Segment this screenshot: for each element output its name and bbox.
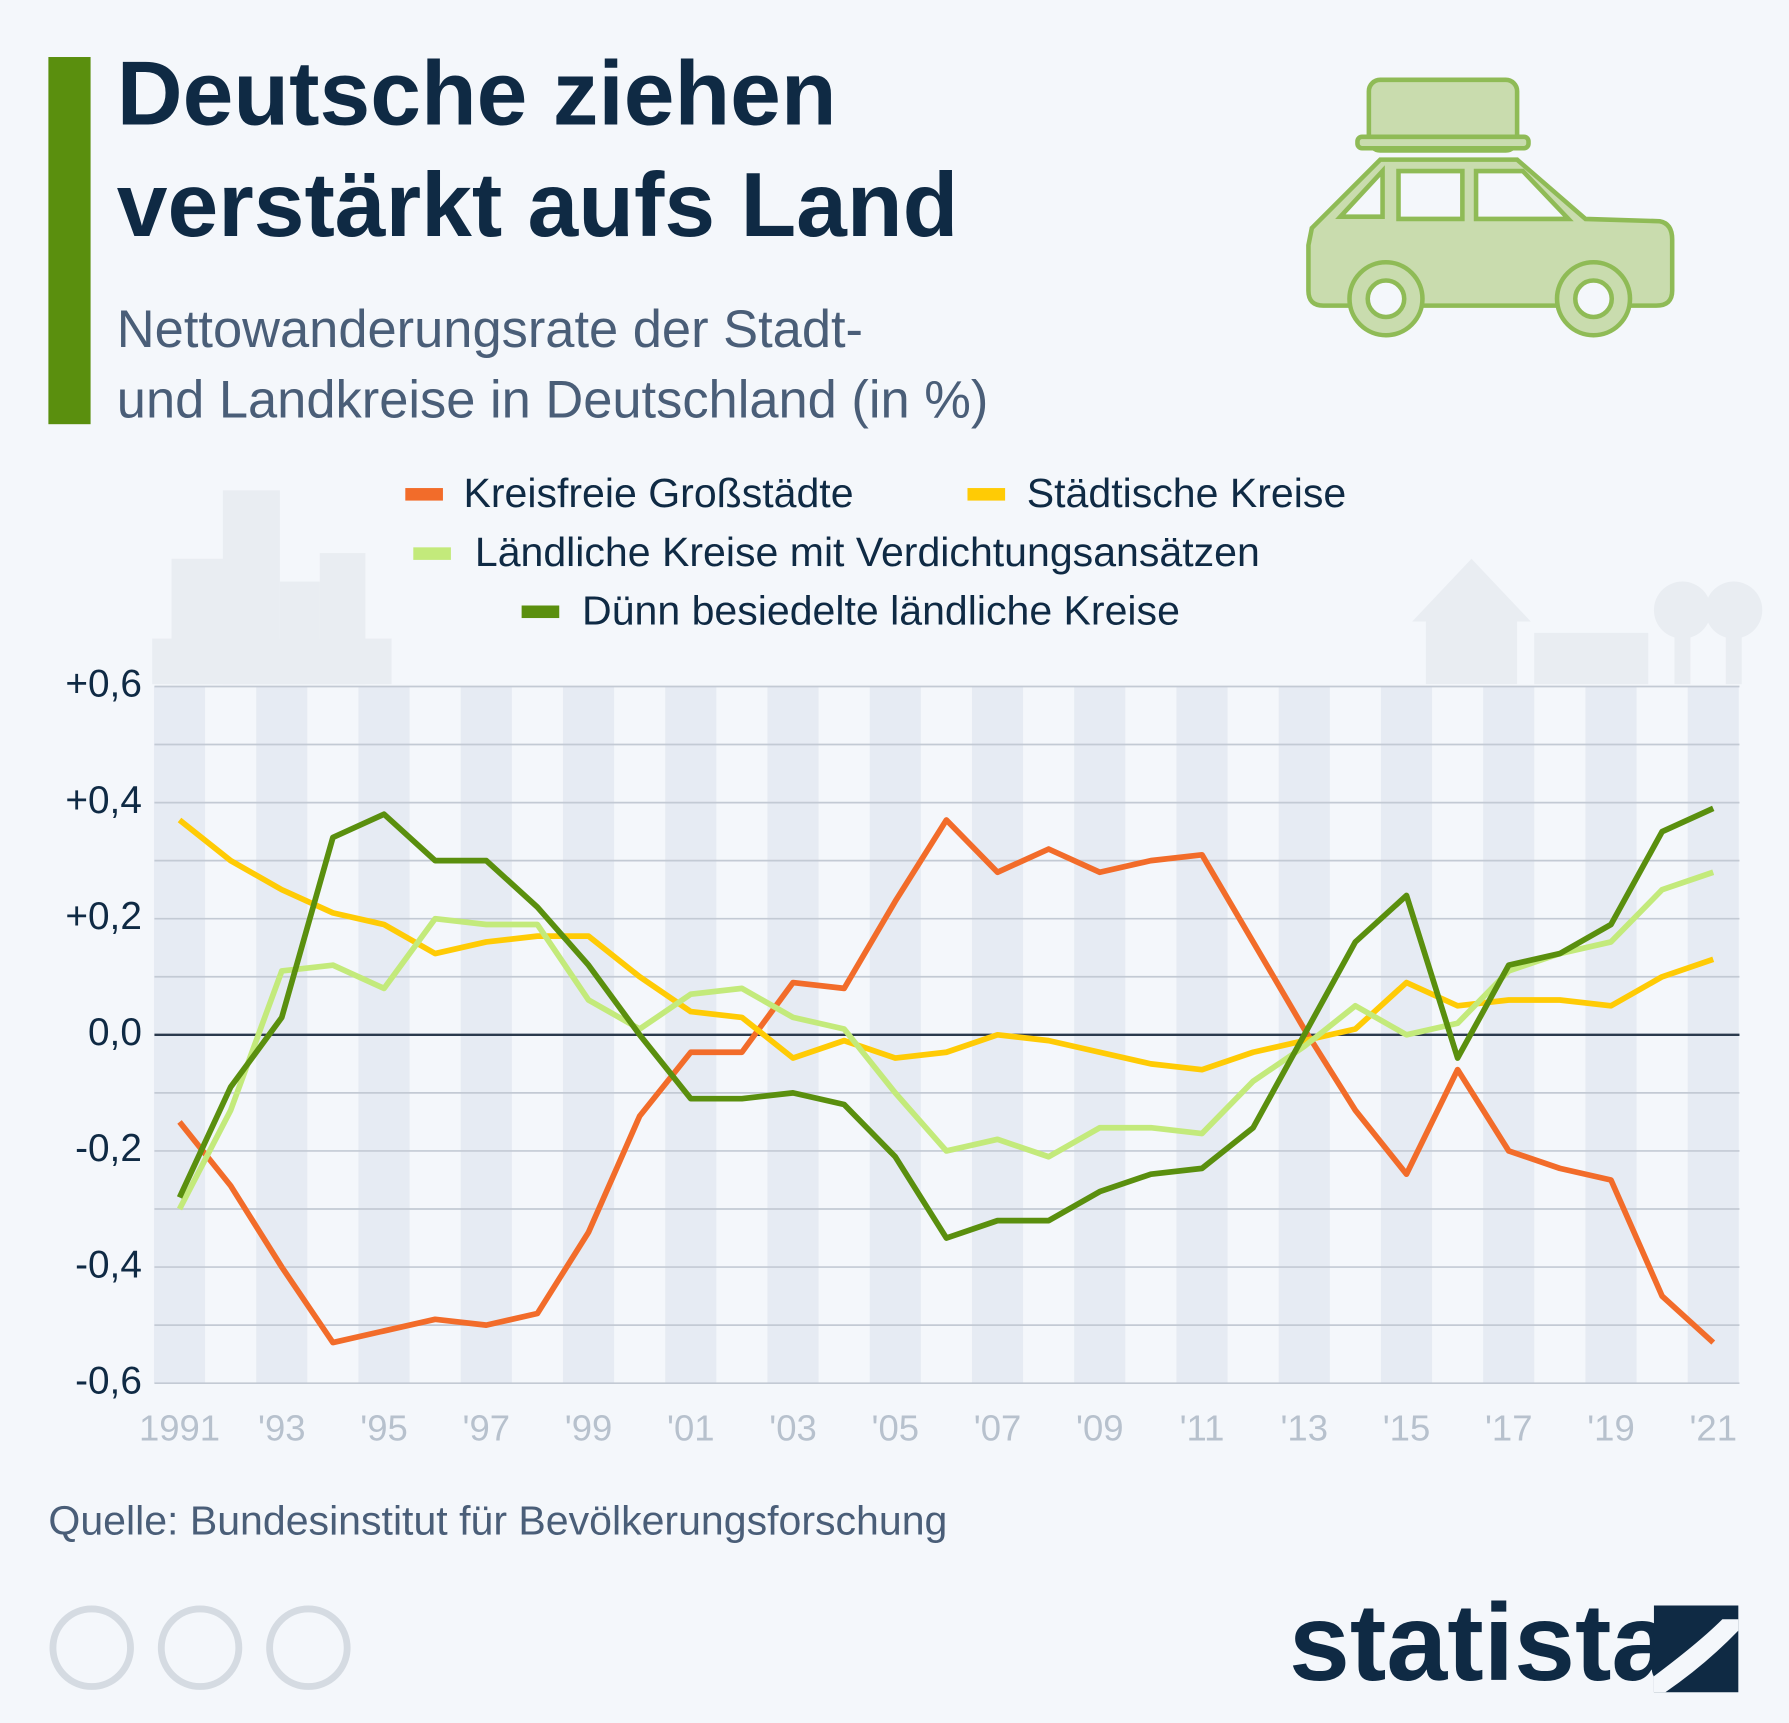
y-tick-label: +0,6 bbox=[65, 663, 142, 706]
subtitle: Nettowanderungsrate der Stadt- bbox=[117, 301, 863, 359]
y-tick-label: +0,2 bbox=[65, 895, 142, 938]
x-tick-label: '11 bbox=[1180, 1408, 1225, 1449]
legend-label: Städtische Kreise bbox=[1027, 470, 1346, 516]
source: Quelle: Bundesinstitut für Bevölkerungsf… bbox=[48, 1497, 947, 1543]
y-tick-label: +0,4 bbox=[65, 779, 142, 822]
background-skyline bbox=[152, 490, 1763, 685]
data-line bbox=[177, 817, 1716, 1346]
x-tick-label: '97 bbox=[463, 1408, 511, 1449]
brand-mark-cut bbox=[1653, 1619, 1739, 1693]
legend-label: Dünn besiedelte ländliche Kreise bbox=[582, 587, 1180, 633]
x-tick-label: '21 bbox=[1689, 1408, 1737, 1449]
legend-swatch bbox=[967, 488, 1006, 501]
license-icons bbox=[49, 1605, 351, 1690]
x-tick-label: '99 bbox=[565, 1408, 613, 1449]
legend-label: Ländliche Kreise mit Verdichtungsansätze… bbox=[475, 529, 1260, 575]
legend-label: Kreisfreie Großstädte bbox=[463, 470, 853, 516]
y-tick-label: -0,6 bbox=[75, 1359, 142, 1402]
car-icon bbox=[1306, 77, 1675, 338]
x-tick-label: '01 bbox=[667, 1408, 715, 1449]
data-line bbox=[176, 869, 1715, 1211]
x-tick-label: '09 bbox=[1076, 1408, 1124, 1449]
title: verstärkt aufs Land bbox=[117, 154, 959, 256]
legend-swatch bbox=[413, 547, 451, 560]
y-tick-label: 0,0 bbox=[88, 1011, 142, 1054]
brand-logo: statista bbox=[1289, 1582, 1673, 1704]
x-tick-label: '15 bbox=[1383, 1408, 1431, 1449]
x-tick-label: '03 bbox=[769, 1408, 817, 1449]
data-line bbox=[177, 817, 1715, 1073]
x-tick-label: '93 bbox=[258, 1408, 306, 1449]
x-tick-label: '19 bbox=[1587, 1408, 1635, 1449]
y-tick-label: -0,2 bbox=[75, 1127, 142, 1170]
x-tick-label: '17 bbox=[1485, 1408, 1533, 1449]
subtitle: und Landkreise in Deutschland (in %) bbox=[117, 372, 989, 430]
legend-swatch bbox=[521, 605, 560, 619]
x-tick-label: '05 bbox=[871, 1408, 919, 1449]
x-tick-label: 1991 bbox=[139, 1408, 220, 1449]
x-tick-label: '07 bbox=[974, 1408, 1022, 1449]
title: Deutsche ziehen bbox=[117, 42, 837, 144]
data-line bbox=[176, 805, 1715, 1241]
x-tick-label: '13 bbox=[1280, 1408, 1328, 1449]
y-tick-label: -0,4 bbox=[75, 1243, 142, 1286]
legend-swatch bbox=[405, 488, 443, 501]
title-accent bbox=[48, 57, 91, 425]
x-tick-label: '95 bbox=[360, 1408, 408, 1449]
